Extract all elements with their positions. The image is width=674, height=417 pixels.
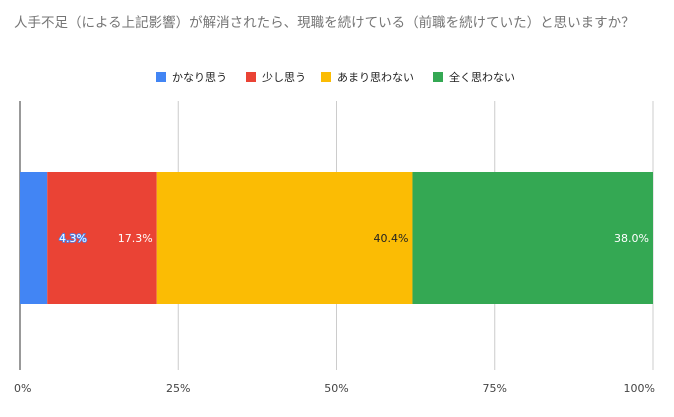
legend-item-amari-omowanai[interactable]: あまり思わない [321,69,414,85]
legend-label-sukoshi-omou: 少し思う [262,71,306,84]
x-tick-label-2: 50% [324,382,348,395]
legend-label-kanari-omou: かなり思う [172,71,227,84]
chart-title: 人手不足（による上記影響）が解消されたら、現職を続けている（前職を続けていた）と… [14,15,635,31]
bar-segment-3 [412,172,653,304]
x-tick-label-0: 0% [14,382,31,395]
bar-segment-2 [156,172,413,304]
data-label-0: 4.3% [59,232,87,245]
legend-swatch-amari-omowanai [321,72,331,82]
legend-item-sukoshi-omou[interactable]: 少し思う [246,69,306,85]
legend-swatch-sukoshi-omou [246,72,256,82]
legend-item-mattaku-omowanai[interactable]: 全く思わない [433,69,515,85]
legend-item-kanari-omou[interactable]: かなり思う [156,69,227,85]
x-tick-label-3: 75% [483,382,507,395]
data-label-2: 40.4% [374,232,409,245]
x-tick-label-1: 25% [166,382,190,395]
x-tick-label-4: 100% [624,382,655,395]
legend-label-amari-omowanai: あまり思わない [337,71,414,84]
bar-segment-1 [47,172,157,304]
bar-segment-0 [20,172,48,304]
legend: かなり思う 少し思う あまり思わない 全く思わない [0,69,674,85]
data-label-3: 38.0% [614,232,649,245]
legend-swatch-kanari-omou [156,72,166,82]
data-label-1: 17.3% [118,232,153,245]
legend-label-mattaku-omowanai: 全く思わない [449,71,515,84]
legend-swatch-mattaku-omowanai [433,72,443,82]
